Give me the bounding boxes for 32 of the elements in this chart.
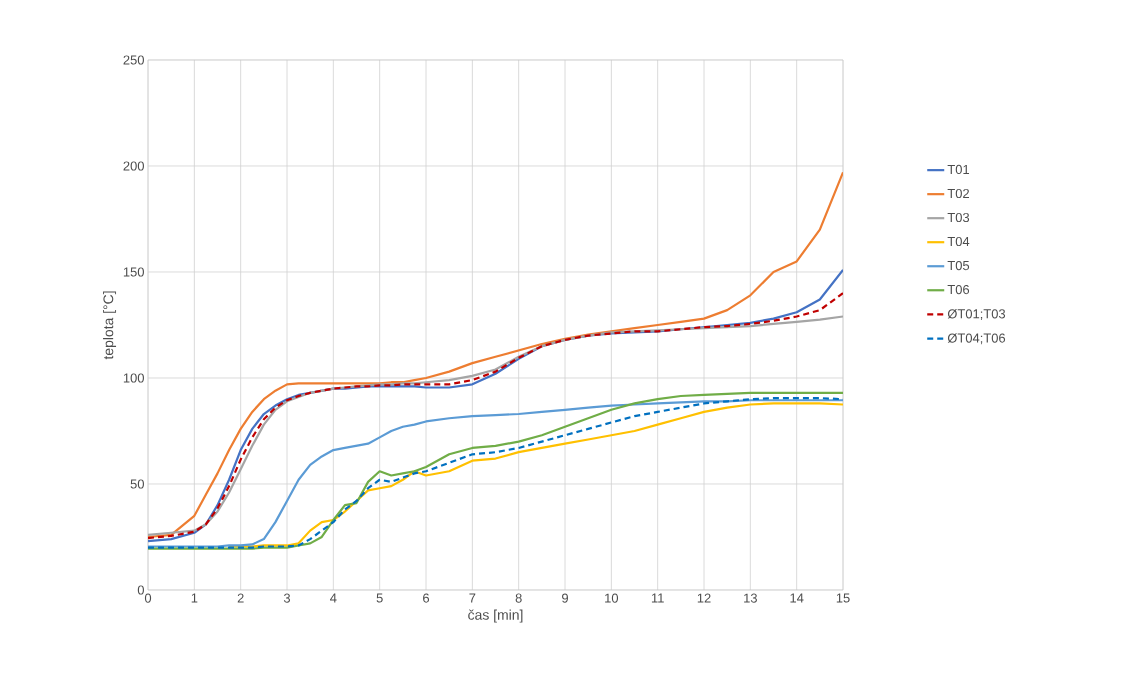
- y-tick-label: 0: [137, 585, 144, 595]
- y-tick-label: 250: [123, 55, 144, 65]
- legend-label: T05: [947, 260, 970, 271]
- legend-label: T02: [947, 188, 969, 199]
- x-axis-title: čas [min]: [468, 609, 523, 623]
- x-tick-label: 1: [191, 593, 198, 603]
- x-tick-label: 7: [469, 593, 476, 603]
- x-tick-label: 5: [376, 593, 383, 603]
- y-tick-label: 100: [123, 373, 144, 383]
- legend-label: T01: [947, 164, 970, 175]
- x-tick-label: 2: [237, 593, 244, 603]
- x-tick-label: 10: [605, 593, 619, 603]
- legend-label: T03: [947, 212, 970, 223]
- x-tick-label: 6: [423, 593, 430, 603]
- x-tick-label: 8: [515, 593, 522, 603]
- y-tick-label: 50: [130, 479, 144, 489]
- y-tick-label: 150: [123, 267, 144, 277]
- legend-label: T04: [947, 236, 970, 247]
- legend-label: T06: [947, 284, 970, 295]
- legend-label: ØT01;T03: [947, 309, 1006, 320]
- x-tick-label: 12: [697, 593, 711, 603]
- x-tick-label: 15: [836, 593, 850, 603]
- x-tick-label: 13: [744, 593, 757, 603]
- x-tick-label: 14: [790, 593, 804, 603]
- y-axis-title: teplota [°C]: [103, 291, 117, 360]
- x-tick-label: 0: [144, 593, 152, 603]
- legend-label: ØT04;T06: [947, 333, 1006, 345]
- x-tick-label: 3: [283, 593, 291, 603]
- y-tick-label: 200: [123, 161, 144, 171]
- x-tick-label: 11: [651, 593, 664, 603]
- x-tick-label: 9: [562, 593, 568, 603]
- x-tick-label: 4: [330, 593, 337, 603]
